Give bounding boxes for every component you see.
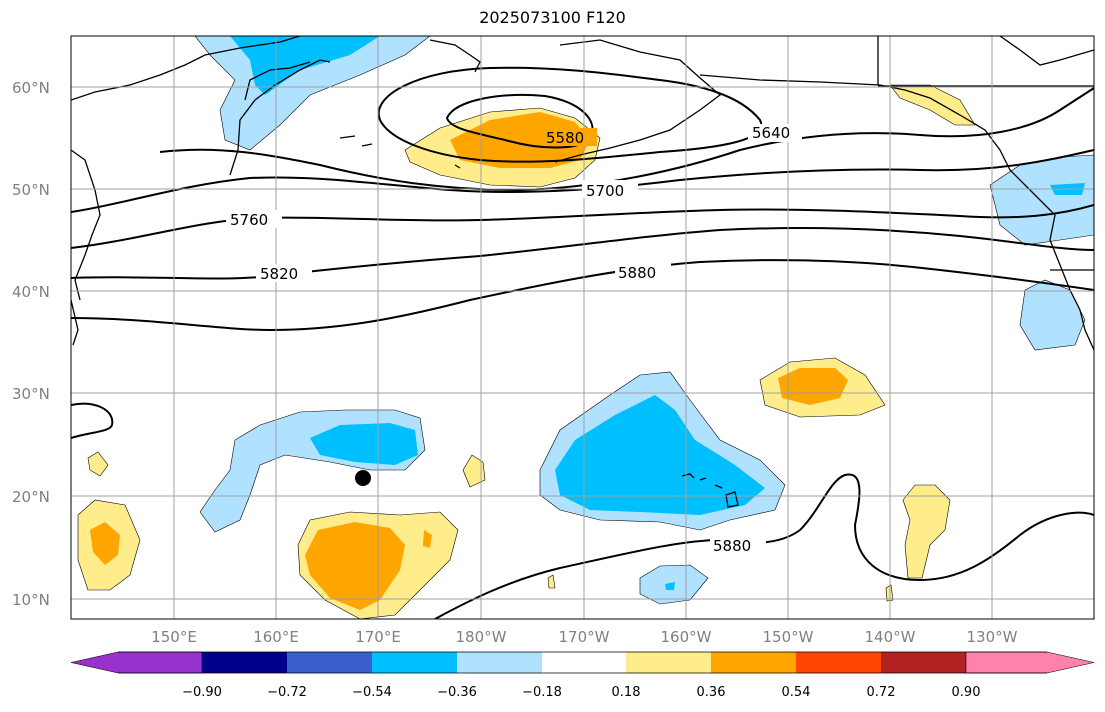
colorbar-bin-6 [626, 652, 711, 673]
lon-tick-labels: 150°E 160°E 170°E 180°W 170°W 160°W 150°… [151, 628, 1017, 646]
contour-label-5760: 5760 [230, 211, 268, 229]
coastlines [71, 36, 1094, 508]
colorbar-bin-3 [372, 652, 457, 673]
lon-label-150e: 150°E [151, 628, 197, 646]
colorbar-label: 0.54 [782, 685, 811, 700]
colorbar-bin-8 [796, 652, 881, 673]
colorbar-label: 0.72 [867, 685, 896, 700]
grid-lines [71, 36, 1094, 619]
colorbar-min-extension [70, 651, 203, 674]
map-frame [70, 35, 1095, 620]
lon-label-150w: 150°W [763, 628, 814, 646]
lat-label-20n: 20°N [12, 488, 50, 506]
colorbar-labels: −0.90 −0.72 −0.54 −0.36 −0.18 0.18 0.36 … [182, 685, 980, 700]
colorbar-max-extension [965, 651, 1095, 674]
lon-label-130w: 130°W [967, 628, 1018, 646]
anomaly-shading [77, 36, 1094, 619]
colorbar-label: 0.18 [612, 685, 641, 700]
contour-label-5880-south: 5880 [713, 537, 751, 555]
lat-label-10n: 10°N [12, 591, 50, 609]
height-contours [71, 66, 1094, 619]
colorbar-label: −0.18 [522, 685, 562, 700]
colorbar-bin-9 [881, 652, 966, 673]
contour-label-5700: 5700 [586, 182, 624, 200]
colorbar-bin-4 [457, 652, 542, 673]
lat-label-40n: 40°N [12, 283, 50, 301]
map-plot-area: 5580 5640 5700 5760 5820 5880 5880 [71, 36, 1094, 619]
colorbar [70, 651, 1095, 674]
lat-tick-labels: 60°N 50°N 40°N 30°N 20°N 10°N [12, 79, 50, 609]
lon-label-180w: 180°W [456, 628, 507, 646]
colorbar-label: −0.54 [352, 685, 392, 700]
lon-label-140w: 140°W [865, 628, 916, 646]
contour-label-5880-north: 5880 [618, 264, 656, 282]
lon-label-160e: 160°E [253, 628, 299, 646]
colorbar-label: −0.72 [267, 685, 307, 700]
lon-label-160w: 160°W [661, 628, 712, 646]
contour-labels: 5580 5640 5700 5760 5820 5880 5880 [226, 124, 802, 555]
lat-label-50n: 50°N [12, 181, 50, 199]
contour-label-5640: 5640 [752, 124, 790, 142]
colorbar-label: −0.90 [182, 685, 222, 700]
colorbar-label: −0.36 [437, 685, 477, 700]
lat-label-60n: 60°N [12, 79, 50, 97]
colorbar-bin-2 [287, 652, 372, 673]
lat-label-30n: 30°N [12, 385, 50, 403]
location-marker [355, 470, 371, 486]
colorbar-bin-7 [711, 652, 796, 673]
colorbar-bin-5 [542, 652, 626, 673]
map-title: 2025073100 F120 [479, 8, 626, 27]
contour-label-5820: 5820 [260, 265, 298, 283]
colorbar-bin-1 [202, 652, 287, 673]
lon-label-170w: 170°W [559, 628, 610, 646]
colorbar-label: 0.90 [952, 685, 981, 700]
contour-label-5580: 5580 [546, 129, 584, 147]
colorbar-label: 0.36 [697, 685, 726, 700]
lon-label-170e: 170°E [355, 628, 401, 646]
